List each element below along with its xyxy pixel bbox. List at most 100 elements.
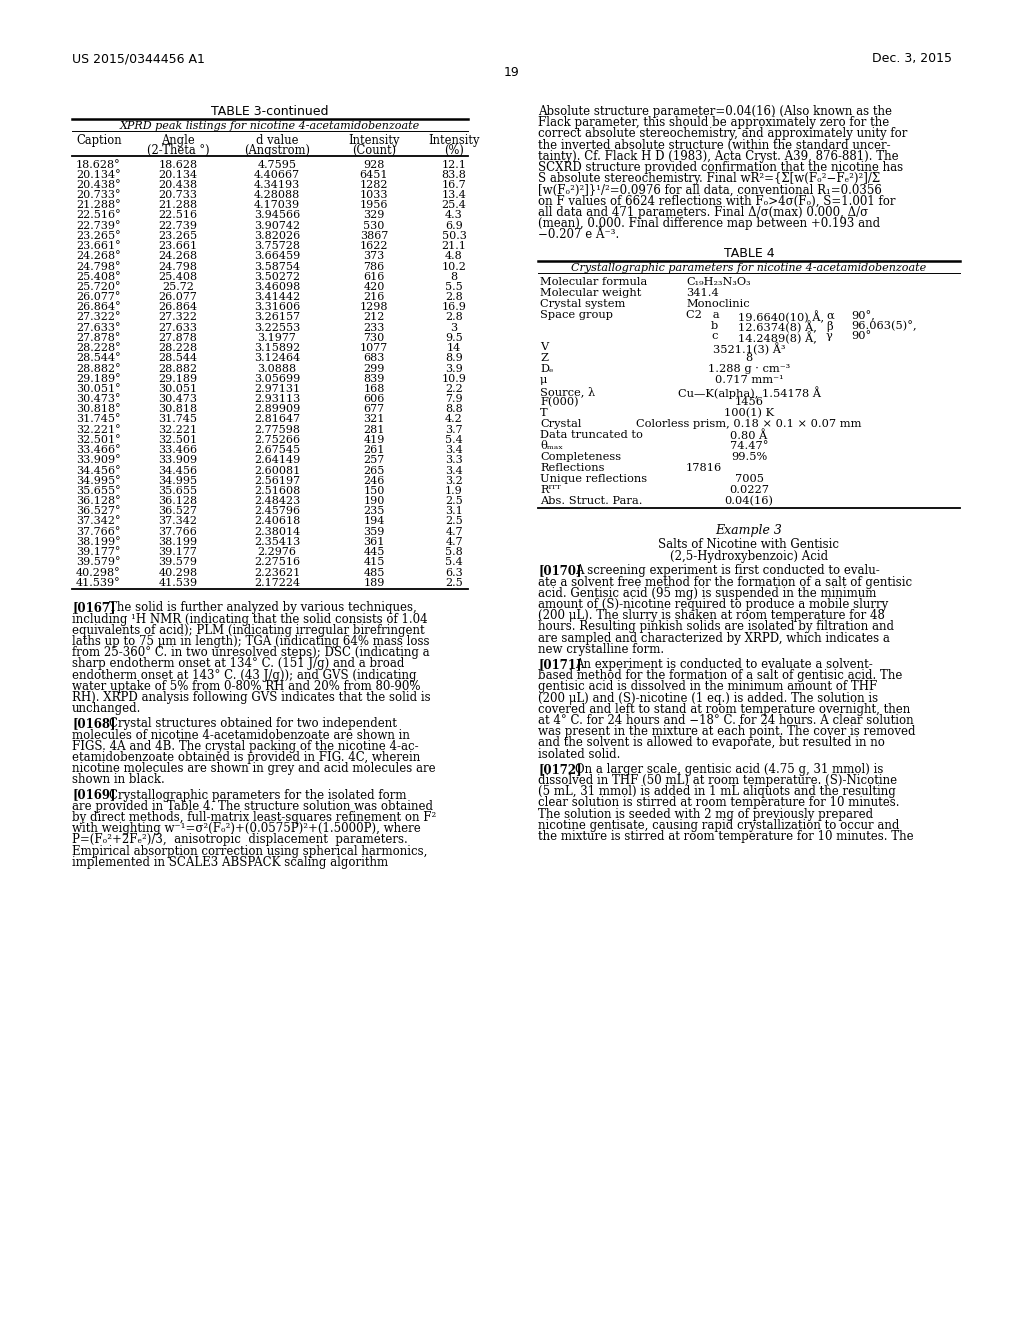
Text: was present in the mixture at each point. The cover is removed: was present in the mixture at each point…	[538, 725, 915, 738]
Text: 606: 606	[364, 395, 385, 404]
Text: 0.80 Å: 0.80 Å	[730, 430, 768, 441]
Text: 235: 235	[364, 507, 385, 516]
Text: 9.5: 9.5	[445, 333, 463, 343]
Text: 18.628°: 18.628°	[76, 160, 121, 169]
Text: 257: 257	[364, 455, 385, 465]
Text: 839: 839	[364, 374, 385, 384]
Text: Empirical absorption correction using spherical harmonics,: Empirical absorption correction using sp…	[72, 845, 427, 858]
Text: water uptake of 5% from 0-80% RH and 20% from 80-90%: water uptake of 5% from 0-80% RH and 20%…	[72, 680, 421, 693]
Text: 32.501: 32.501	[159, 434, 198, 445]
Text: 36.128°: 36.128°	[76, 496, 121, 506]
Text: 21.288°: 21.288°	[76, 201, 121, 210]
Text: 321: 321	[364, 414, 385, 425]
Text: −0.207 e Å⁻³.: −0.207 e Å⁻³.	[538, 228, 620, 242]
Text: 6451: 6451	[359, 170, 388, 180]
Text: 37.342°: 37.342°	[76, 516, 121, 527]
Text: 1298: 1298	[359, 302, 388, 313]
Text: 3.90742: 3.90742	[254, 220, 300, 231]
Text: shown in black.: shown in black.	[72, 774, 165, 787]
Text: covered and left to stand at room temperature overnight, then: covered and left to stand at room temper…	[538, 702, 910, 715]
Text: 26.864: 26.864	[159, 302, 198, 313]
Text: 32.221°: 32.221°	[76, 425, 121, 434]
Text: 1.9: 1.9	[445, 486, 463, 496]
Text: 40.298: 40.298	[159, 568, 198, 578]
Text: 0.0227: 0.0227	[729, 486, 769, 495]
Text: 373: 373	[364, 251, 385, 261]
Text: 5.8: 5.8	[445, 546, 463, 557]
Text: 31.745°: 31.745°	[76, 414, 121, 425]
Text: US 2015/0344456 A1: US 2015/0344456 A1	[72, 51, 205, 65]
Text: SCXRD structure provided confirmation that the nicotine has: SCXRD structure provided confirmation th…	[538, 161, 903, 174]
Text: 2.2: 2.2	[445, 384, 463, 393]
Text: acid. Gentisic acid (95 mg) is suspended in the minimum: acid. Gentisic acid (95 mg) is suspended…	[538, 587, 877, 599]
Text: 2.89909: 2.89909	[254, 404, 300, 414]
Text: Molecular formula: Molecular formula	[540, 277, 647, 288]
Text: gentisic acid is dissolved in the minimum amount of THF: gentisic acid is dissolved in the minimu…	[538, 680, 878, 693]
Text: RH). XRPD analysis following GVS indicates that the solid is: RH). XRPD analysis following GVS indicat…	[72, 690, 431, 704]
Text: 485: 485	[364, 568, 385, 578]
Text: 2.60081: 2.60081	[254, 466, 300, 475]
Text: 1.288 g · cm⁻³: 1.288 g · cm⁻³	[708, 364, 791, 375]
Text: 29.189°: 29.189°	[76, 374, 121, 384]
Text: 3.26157: 3.26157	[254, 313, 300, 322]
Text: 2.75266: 2.75266	[254, 434, 300, 445]
Text: 30.818°: 30.818°	[76, 404, 121, 414]
Text: 27.878: 27.878	[159, 333, 198, 343]
Text: 22.516: 22.516	[159, 210, 198, 220]
Text: 23.661°: 23.661°	[76, 242, 121, 251]
Text: 27.633°: 27.633°	[76, 322, 121, 333]
Text: 1622: 1622	[359, 242, 388, 251]
Text: F(000): F(000)	[540, 397, 579, 408]
Text: 2.67545: 2.67545	[254, 445, 300, 455]
Text: 28.228: 28.228	[159, 343, 198, 354]
Text: Flack parameter, this should be approximately zero for the: Flack parameter, this should be approxim…	[538, 116, 889, 129]
Text: 189: 189	[364, 578, 385, 587]
Text: isolated solid.: isolated solid.	[538, 747, 621, 760]
Text: 30.473°: 30.473°	[76, 395, 121, 404]
Text: unchanged.: unchanged.	[72, 702, 141, 715]
Text: 246: 246	[364, 475, 385, 486]
Text: (2-Theta °): (2-Theta °)	[146, 144, 209, 157]
Text: [0169]: [0169]	[72, 788, 116, 801]
Text: Salts of Nicotine with Gentisic: Salts of Nicotine with Gentisic	[658, 539, 840, 552]
Text: by direct methods, full-matrix least-squares refinement on F²: by direct methods, full-matrix least-squ…	[72, 810, 436, 824]
Text: 19: 19	[504, 66, 520, 79]
Text: 3.1977: 3.1977	[258, 333, 296, 343]
Text: Monoclinic: Monoclinic	[686, 300, 750, 309]
Text: Caption: Caption	[76, 135, 122, 147]
Text: (5 mL, 31 mmol) is added in 1 mL aliquots and the resulting: (5 mL, 31 mmol) is added in 1 mL aliquot…	[538, 785, 896, 799]
Text: 3.41442: 3.41442	[254, 292, 300, 302]
Text: 8.9: 8.9	[445, 354, 463, 363]
Text: all data and 471 parameters. Final Δ/σ(max) 0.000, Δ/σ: all data and 471 parameters. Final Δ/σ(m…	[538, 206, 868, 219]
Text: 24.798°: 24.798°	[76, 261, 121, 272]
Text: C₁₉H₂₃N₃O₃: C₁₉H₂₃N₃O₃	[686, 277, 751, 288]
Text: laths up to 75 μm in length); TGA (indicating 64% mass loss: laths up to 75 μm in length); TGA (indic…	[72, 635, 429, 648]
Text: The solution is seeded with 2 mg of previously prepared: The solution is seeded with 2 mg of prev…	[538, 808, 873, 821]
Text: 37.766°: 37.766°	[76, 527, 121, 537]
Text: 419: 419	[364, 434, 385, 445]
Text: 27.322: 27.322	[159, 313, 198, 322]
Text: tainty). Cf. Flack H D (1983), Acta Cryst. A39, 876-881). The: tainty). Cf. Flack H D (1983), Acta Crys…	[538, 149, 899, 162]
Text: 37.342: 37.342	[159, 516, 198, 527]
Text: Intensity: Intensity	[348, 135, 399, 147]
Text: 3.7: 3.7	[445, 425, 463, 434]
Text: 39.177: 39.177	[159, 546, 198, 557]
Text: 3.15892: 3.15892	[254, 343, 300, 354]
Text: the mixture is stirred at room temperature for 10 minutes. The: the mixture is stirred at room temperatu…	[538, 830, 913, 843]
Text: 3.4: 3.4	[445, 466, 463, 475]
Text: 445: 445	[364, 546, 385, 557]
Text: Reflections: Reflections	[540, 463, 604, 474]
Text: 34.995: 34.995	[159, 475, 198, 486]
Text: μ: μ	[540, 375, 548, 385]
Text: 5.4: 5.4	[445, 434, 463, 445]
Text: 23.265: 23.265	[159, 231, 198, 242]
Text: Completeness: Completeness	[540, 453, 622, 462]
Text: 25.408°: 25.408°	[76, 272, 121, 281]
Text: 22.739: 22.739	[159, 220, 198, 231]
Text: 2.45796: 2.45796	[254, 507, 300, 516]
Text: 23.265°: 23.265°	[76, 231, 121, 242]
Text: 415: 415	[364, 557, 385, 568]
Text: 14: 14	[446, 343, 461, 354]
Text: 27.878°: 27.878°	[76, 333, 121, 343]
Text: 4.3: 4.3	[445, 210, 463, 220]
